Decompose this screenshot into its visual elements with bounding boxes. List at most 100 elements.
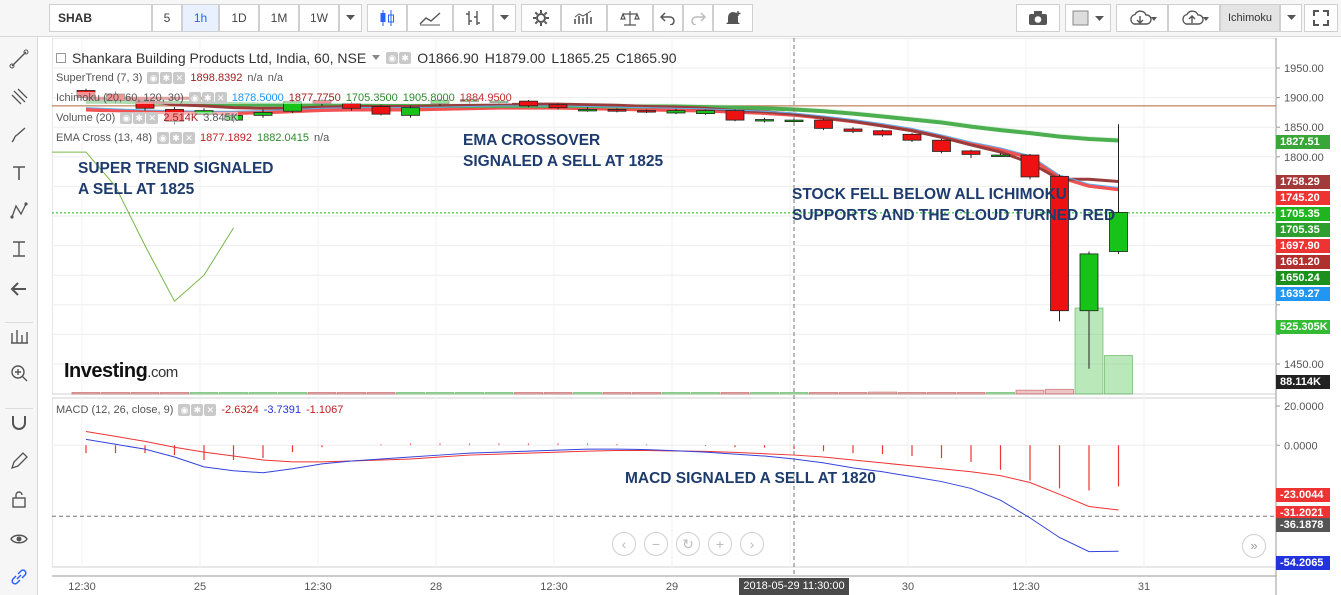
back-arrow-icon[interactable] — [5, 276, 33, 302]
volume-bar — [101, 392, 130, 395]
indicator-template-button[interactable]: Ichimoku — [1220, 4, 1280, 32]
volume-bar — [720, 392, 750, 395]
indicators-button[interactable] — [561, 4, 607, 32]
zoom-icon[interactable] — [5, 360, 33, 386]
interval-1h[interactable]: 1h — [182, 4, 219, 32]
volume-bar — [425, 392, 455, 395]
supertrend-label: SuperTrend (7, 3) — [56, 72, 143, 84]
price-tag: 1827.51 — [1276, 135, 1330, 149]
scroll-right-icon[interactable]: › — [740, 532, 764, 556]
drawing-toolbar — [0, 0, 38, 595]
eye-icon[interactable]: ◉ — [386, 52, 399, 64]
supertrend-value: 1898.8392 — [190, 72, 243, 84]
undo-icon — [660, 12, 675, 25]
bars-style-button[interactable] — [453, 4, 493, 32]
gear-icon[interactable]: ✱ — [201, 92, 214, 104]
gear-icon[interactable]: ✱ — [399, 52, 412, 64]
gear-icon[interactable]: ✱ — [133, 112, 146, 124]
candle-body — [1050, 175, 1069, 312]
brush-icon[interactable] — [5, 122, 33, 148]
interval-1m[interactable]: 1M — [259, 4, 299, 32]
eye-icon[interactable]: ◉ — [147, 72, 160, 84]
eye-icon[interactable]: ◉ — [156, 132, 169, 144]
main-series-legend: Shankara Building Products Ltd, India, 6… — [56, 50, 677, 66]
chart-area[interactable]: 1950.00 1900.00 1850.00 1800.00 1450.00 12:30… — [52, 38, 1341, 595]
interval-1w[interactable]: 1W — [299, 4, 339, 32]
undo-button[interactable] — [653, 4, 683, 32]
price-tag: 1639.27 — [1276, 287, 1330, 301]
fullscreen-button[interactable] — [1304, 4, 1338, 32]
navigation-controls: ‹ − ↻ + › — [612, 532, 764, 556]
compare-button[interactable] — [607, 4, 653, 32]
candles-style-button[interactable] — [367, 4, 407, 32]
candle-body — [578, 109, 597, 112]
eye-icon[interactable] — [5, 526, 33, 552]
link-icon[interactable] — [5, 564, 33, 590]
ichimoku-lagging-line — [52, 151, 234, 303]
gear-icon[interactable]: ✱ — [160, 72, 173, 84]
candle-body — [607, 109, 627, 112]
symbol-search[interactable]: SHAB — [49, 4, 152, 32]
gear-icon[interactable]: ✱ — [191, 404, 204, 416]
close-value: C1865.90 — [615, 50, 677, 66]
supertrend-value-3: n/a — [267, 72, 284, 84]
line-style-button[interactable] — [407, 4, 453, 32]
settings-button[interactable] — [521, 4, 561, 32]
text-tool-icon[interactable] — [5, 160, 33, 186]
snapshot-button[interactable] — [1016, 4, 1060, 32]
supertrend-value-2: n/a — [247, 72, 263, 84]
macd-label: MACD (12, 26, close, 9) — [56, 404, 174, 416]
eye-icon[interactable]: ◉ — [188, 92, 201, 104]
reset-icon[interactable]: ↻ — [676, 532, 700, 556]
macd-price-tag: -23.0044 — [1276, 488, 1330, 502]
macd-legend: MACD (12, 26, close, 9) ◉ ✱ ✕ -2.6324 -3.7… — [56, 404, 344, 416]
redo-button[interactable] — [683, 4, 713, 32]
eye-icon[interactable]: ◉ — [178, 404, 191, 416]
close-icon[interactable]: ✕ — [146, 112, 159, 124]
zoom-out-icon[interactable]: − — [644, 532, 668, 556]
pattern-icon[interactable] — [5, 198, 33, 224]
measure-icon[interactable] — [5, 236, 33, 262]
trend-line-icon[interactable] — [5, 46, 33, 72]
chart-canvas[interactable]: 1950.00 1900.00 1850.00 1800.00 1450.00 12:30… — [52, 38, 1341, 595]
zoom-in-icon[interactable]: + — [708, 532, 732, 556]
alert-button[interactable] — [713, 4, 753, 32]
pencil-lock-icon[interactable] — [5, 448, 33, 474]
volume-bar — [396, 392, 425, 395]
close-icon[interactable]: ✕ — [182, 132, 195, 144]
template-icon[interactable] — [5, 322, 33, 348]
save-chart-button[interactable] — [1168, 4, 1220, 32]
candle-body — [873, 130, 892, 136]
close-icon[interactable]: ✕ — [214, 92, 227, 104]
pitchfork-icon[interactable] — [5, 84, 33, 110]
ichimoku-conversion-line — [86, 97, 1119, 183]
scroll-left-icon[interactable]: ‹ — [612, 532, 636, 556]
close-icon[interactable]: ✕ — [204, 404, 217, 416]
volume-bar — [809, 392, 838, 395]
chevron-down-icon[interactable] — [372, 55, 381, 61]
magnet-icon[interactable] — [5, 408, 33, 434]
color-swatch-icon — [1072, 10, 1104, 26]
annotation-ichimoku: STOCK FELL BELOW ALL ICHIMOKU SUPPORTS A… — [792, 184, 1115, 226]
lock-icon[interactable] — [5, 486, 33, 512]
close-icon[interactable]: ✕ — [173, 72, 186, 84]
style-dropdown[interactable] — [493, 4, 516, 32]
legend-toggle-icon[interactable] — [56, 53, 66, 63]
color-picker-button[interactable] — [1065, 4, 1111, 32]
cursor-time-label: 2018-05-29 11:30:00 — [739, 578, 849, 595]
load-chart-button[interactable] — [1116, 4, 1168, 32]
logo-name: Investing — [64, 360, 148, 382]
indicators-icon — [574, 10, 592, 24]
scroll-to-end-icon[interactable]: » — [1242, 534, 1266, 558]
interval-5[interactable]: 5 — [152, 4, 182, 32]
x-tick-label: 30 — [902, 581, 914, 593]
x-tick-label: 12:30 — [304, 581, 332, 593]
interval-1d[interactable]: 1D — [219, 4, 259, 32]
template-dropdown[interactable] — [1280, 4, 1302, 32]
interval-dropdown[interactable] — [339, 4, 362, 32]
volume-bar — [602, 392, 632, 395]
volume-bar — [455, 392, 484, 395]
gear-icon[interactable]: ✱ — [169, 132, 182, 144]
eye-icon[interactable]: ◉ — [120, 112, 133, 124]
gear-icon — [533, 10, 549, 26]
